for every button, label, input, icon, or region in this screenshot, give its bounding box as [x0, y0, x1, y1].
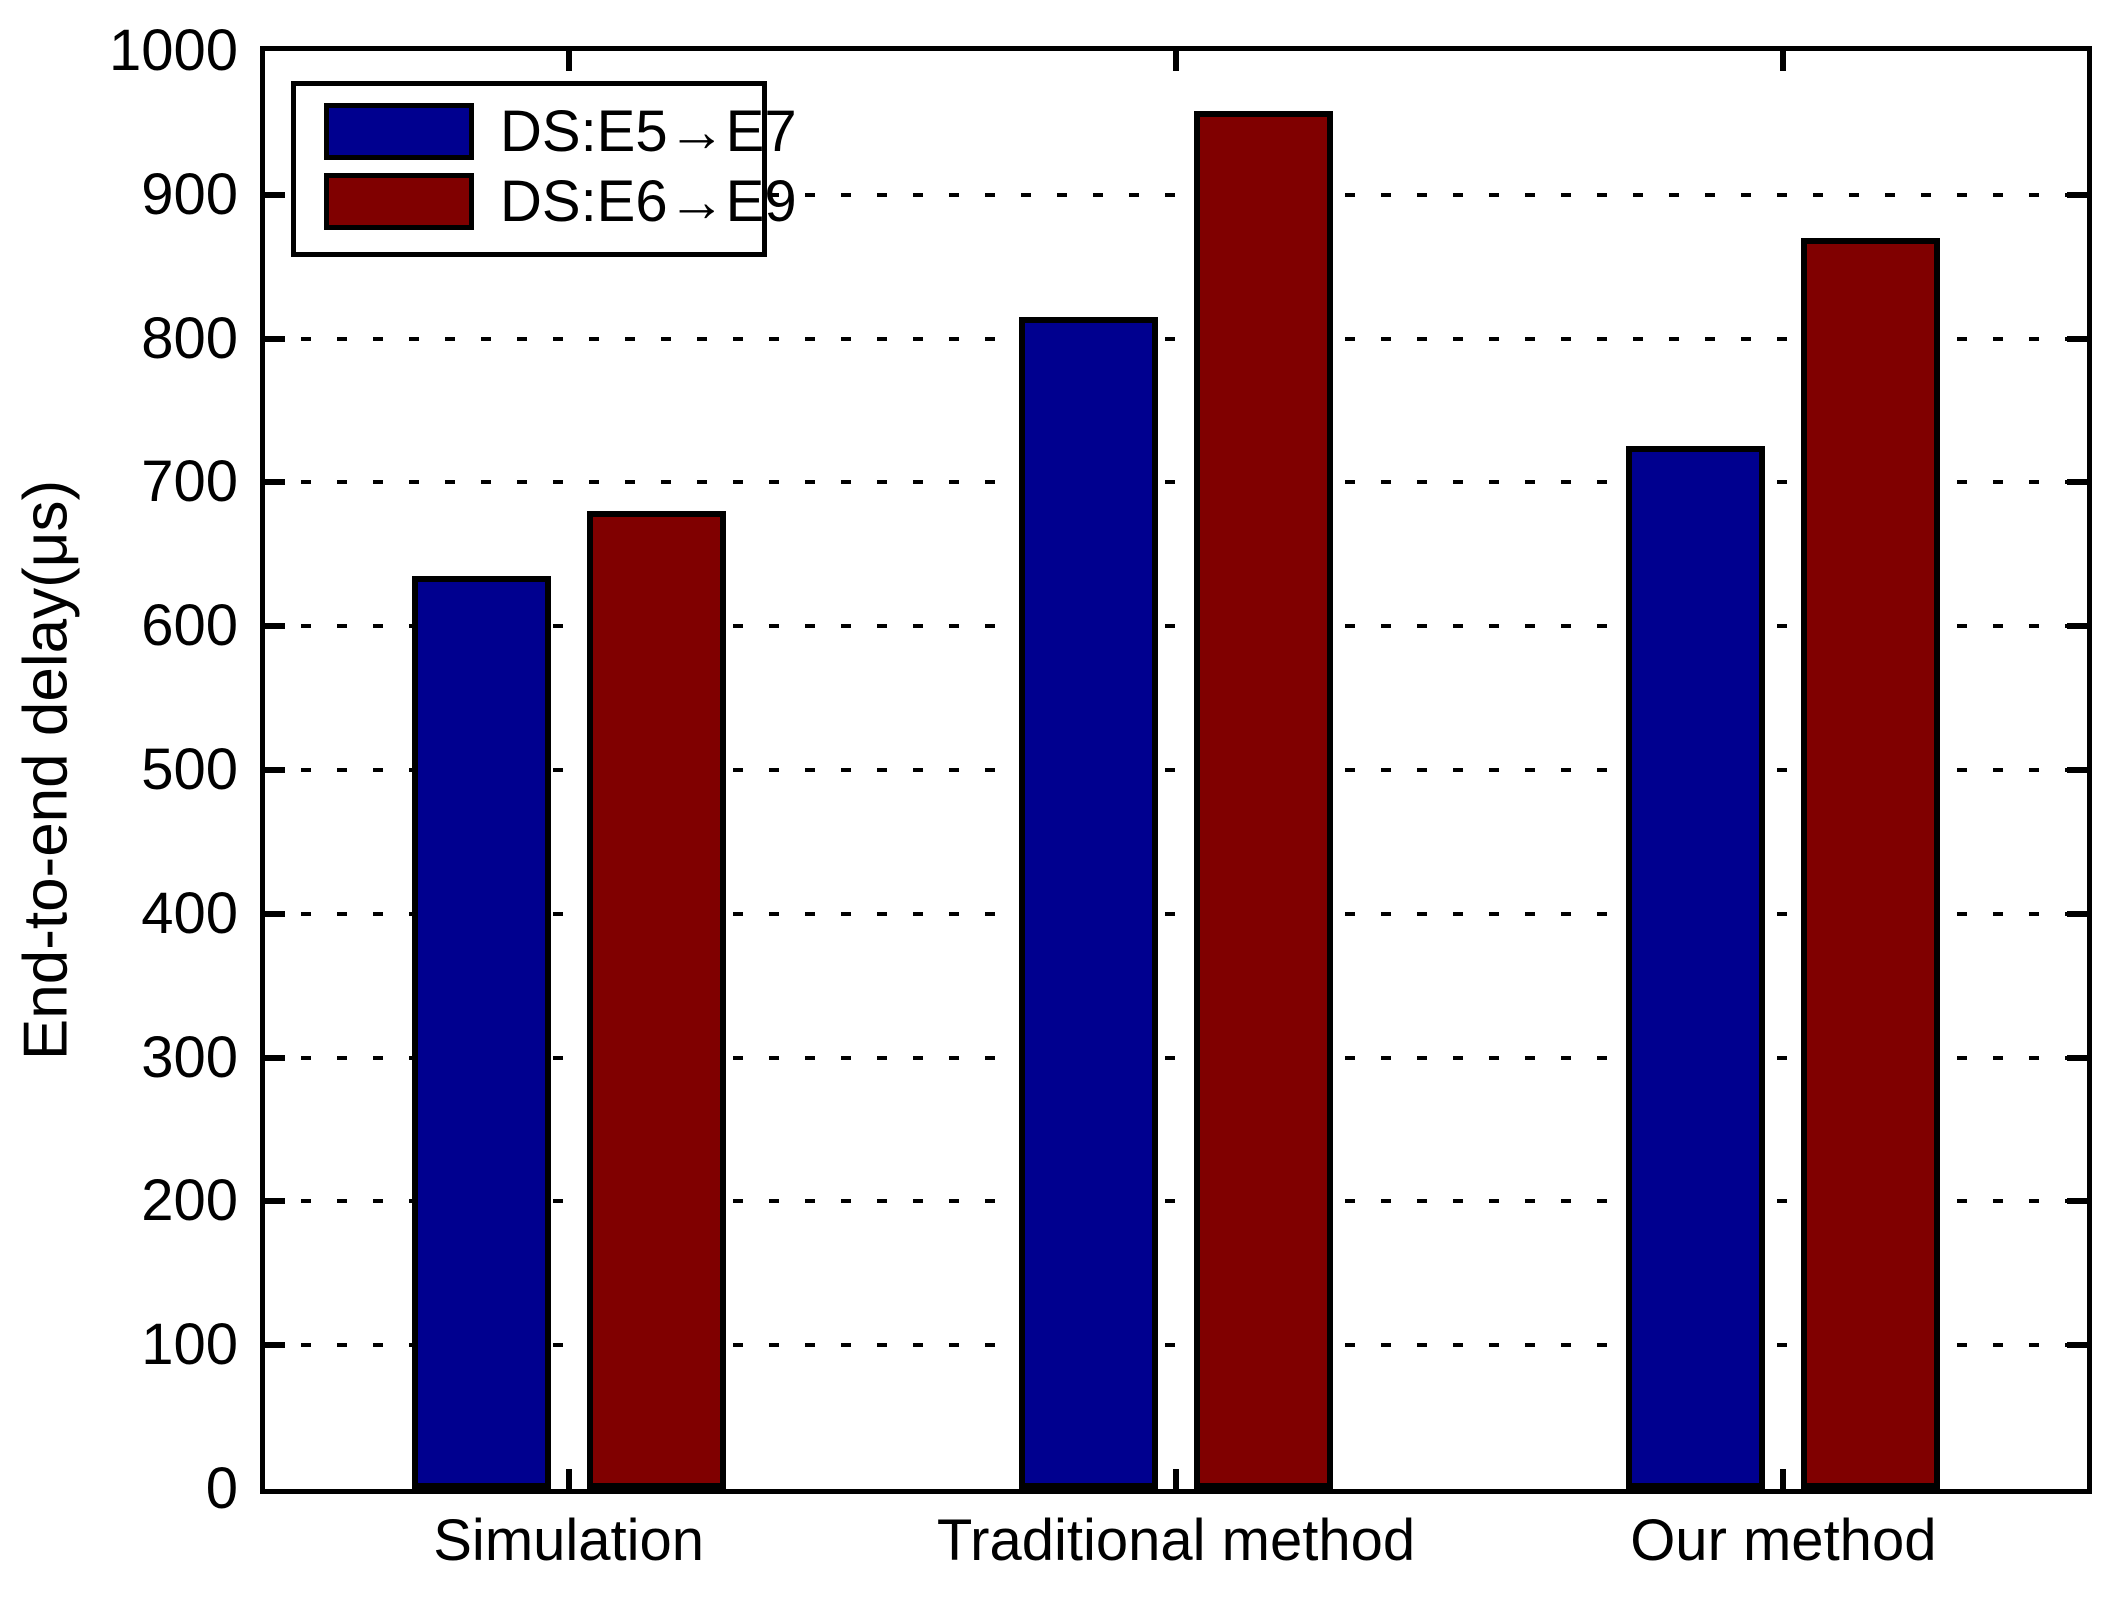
bar-simulation-series-1 [411, 575, 551, 1489]
x-tick-mark [565, 51, 572, 71]
y-tick-label: 700 [141, 449, 238, 515]
bar-our-method-series-2 [1801, 237, 1941, 1489]
y-tick-mark [2067, 623, 2087, 630]
y-tick-mark [2067, 910, 2087, 917]
y-tick-mark [2067, 1054, 2087, 1061]
y-tick-mark [2067, 479, 2087, 486]
y-tick-mark [265, 1054, 285, 1061]
y-tick-mark [2067, 191, 2087, 198]
plot-area: DS:E5→E7 DS:E6→E9 [260, 46, 2092, 1494]
legend-swatch-series-1 [324, 102, 474, 160]
y-tick-label: 400 [141, 880, 238, 946]
y-tick-label: 0 [205, 1456, 238, 1521]
x-tick-mark [1173, 1469, 1179, 1489]
legend-swatch-series-2 [324, 172, 474, 230]
y-tick-mark [2067, 1342, 2087, 1349]
gridline-y-700 [265, 480, 2087, 485]
y-tick-mark [265, 767, 285, 773]
x-tick-mark [1173, 51, 1179, 71]
y-tick-label: 200 [141, 1168, 238, 1234]
y-tick-mark [2067, 767, 2087, 773]
gridline-y-200 [265, 1199, 2087, 1204]
y-tick-label: 500 [141, 737, 238, 802]
bar-traditional-method-series-1 [1018, 317, 1159, 1489]
y-tick-label: 600 [141, 593, 238, 659]
legend-label-series-1: DS:E5→E7 [500, 98, 797, 164]
y-tick-label: 800 [141, 305, 238, 371]
y-tick-label: 100 [141, 1312, 238, 1378]
y-tick-mark [2067, 335, 2087, 342]
x-category-label: Simulation [433, 1508, 705, 1573]
bar-our-method-series-1 [1626, 446, 1766, 1489]
x-category-label: Traditional method [936, 1508, 1416, 1573]
y-tick-mark [265, 191, 285, 198]
gridline-y-400 [265, 911, 2087, 916]
legend-label-series-2: DS:E6→E9 [500, 168, 797, 234]
y-tick-mark [265, 910, 285, 917]
legend: DS:E5→E7 DS:E6→E9 [291, 81, 797, 257]
y-tick-label: 300 [141, 1024, 238, 1090]
y-tick-mark [265, 623, 285, 630]
y-tick-mark [265, 479, 285, 486]
y-tick-mark [2067, 1198, 2087, 1205]
y-tick-mark [265, 1198, 285, 1205]
y-tick-label: 900 [141, 161, 238, 227]
bar-simulation-series-2 [586, 511, 726, 1489]
gridline-y-800 [265, 336, 2087, 341]
gridline-y-600 [265, 624, 2087, 629]
y-tick-mark [265, 335, 285, 342]
y-tick-mark [265, 1342, 285, 1349]
gridline-y-100 [265, 1343, 2087, 1348]
legend-item: DS:E6→E9 [324, 169, 797, 234]
bar-traditional-method-series-2 [1193, 111, 1334, 1489]
legend-item: DS:E5→E7 [324, 99, 797, 164]
gridline-y-500 [265, 768, 2087, 772]
x-category-label: Our method [1630, 1508, 1937, 1573]
gridline-y-300 [265, 1055, 2087, 1060]
x-tick-mark [565, 1469, 572, 1489]
gridline-y-900 [265, 192, 2087, 197]
y-tick-label: 1000 [108, 18, 238, 83]
x-tick-mark [1780, 1469, 1787, 1489]
x-tick-mark [1780, 51, 1787, 71]
